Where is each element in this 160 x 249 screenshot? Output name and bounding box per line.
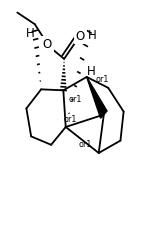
Text: or1: or1 [63,115,77,124]
Text: H: H [87,65,96,78]
Text: H: H [26,27,35,40]
Text: H: H [88,29,97,42]
Text: or1: or1 [95,75,108,84]
Polygon shape [87,77,107,118]
Text: or1: or1 [69,95,82,104]
Text: O: O [43,38,52,51]
Text: or1: or1 [78,140,92,149]
Text: O: O [76,30,85,43]
